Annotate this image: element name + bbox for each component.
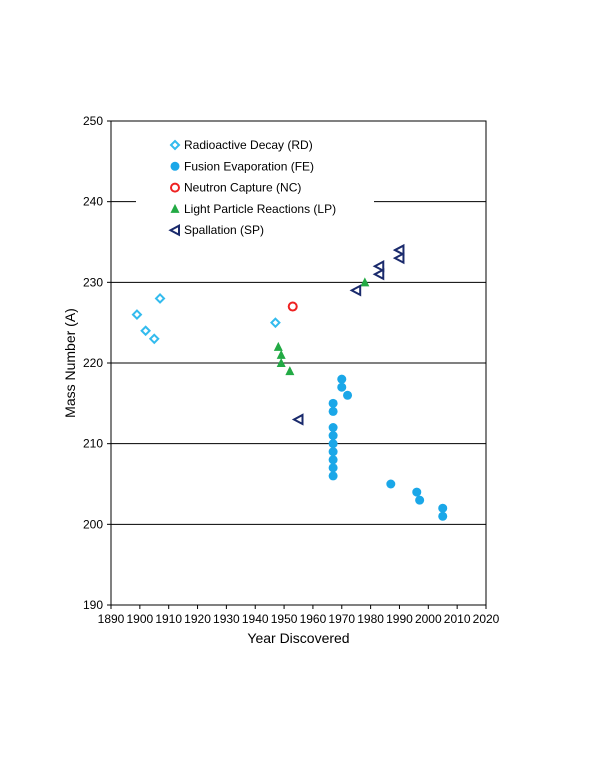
legend-label-3: Light Particle Reactions (LP) bbox=[184, 202, 336, 216]
y-tick-label-190: 190 bbox=[83, 598, 103, 612]
y-tick-label-210: 210 bbox=[83, 437, 103, 451]
x-tick-label-1950: 1950 bbox=[271, 612, 298, 626]
legend-label-4: Spallation (SP) bbox=[184, 223, 264, 237]
data-point-0-2 bbox=[148, 333, 160, 345]
data-point-3-3 bbox=[285, 366, 295, 376]
gridlines bbox=[111, 201, 486, 525]
data-point-3-1 bbox=[276, 349, 286, 359]
data-point-3-0 bbox=[273, 341, 283, 351]
data-point-1-4 bbox=[328, 439, 338, 449]
data-point-0-0 bbox=[131, 309, 143, 321]
y-axis-title: Mass Number (A) bbox=[62, 308, 78, 418]
data-point-4-4 bbox=[392, 251, 405, 265]
x-tick-label-2010: 2010 bbox=[444, 612, 471, 626]
x-tick-label-1920: 1920 bbox=[184, 612, 211, 626]
legend-marker-4 bbox=[168, 224, 180, 237]
legend-marker-0 bbox=[169, 139, 181, 151]
data-point-1-3 bbox=[328, 431, 338, 441]
y-tick-label-250: 250 bbox=[83, 114, 103, 128]
data-point-4-2 bbox=[372, 268, 385, 281]
data-point-1-10 bbox=[337, 382, 347, 392]
x-tick-label-1890: 1890 bbox=[98, 612, 125, 626]
y-tick-label-240: 240 bbox=[83, 195, 103, 209]
x-tick-label-1970: 1970 bbox=[328, 612, 355, 626]
x-tick-label-2000: 2000 bbox=[415, 612, 442, 626]
data-point-1-7 bbox=[328, 463, 338, 473]
data-point-0-1 bbox=[140, 325, 152, 337]
legend-marker-2 bbox=[170, 182, 180, 193]
x-tick-label-1940: 1940 bbox=[242, 612, 269, 626]
y-axis: 190 200 210 220 230 240 250 bbox=[83, 114, 111, 612]
data-point-1-9 bbox=[337, 374, 347, 384]
x-tick-label-1980: 1980 bbox=[357, 612, 384, 626]
data-point-1-2 bbox=[328, 423, 338, 433]
data-point-4-3 bbox=[372, 260, 385, 273]
data-point-1-11 bbox=[343, 390, 353, 400]
data-point-1-12 bbox=[386, 479, 396, 489]
data-point-4-5 bbox=[392, 243, 405, 257]
x-axis: 1890 1900 1910 1920 1930 1940 1950 1960 1970 1980… bbox=[98, 605, 500, 626]
data-point-1-8 bbox=[328, 471, 338, 481]
data-point-1-1 bbox=[328, 406, 338, 416]
x-tick-label-2020: 2020 bbox=[473, 612, 500, 626]
x-tick-label-1930: 1930 bbox=[213, 612, 240, 626]
data-point-1-14 bbox=[415, 495, 425, 505]
legend-marker-1 bbox=[170, 161, 180, 171]
legend-marker-3 bbox=[170, 203, 180, 213]
data-point-1-0 bbox=[328, 398, 338, 408]
legend-label-1: Fusion Evaporation (FE) bbox=[184, 159, 314, 173]
data-point-4-0 bbox=[291, 413, 304, 426]
legend-label-0: Radioactive Decay (RD) bbox=[184, 138, 313, 152]
data-point-2-0 bbox=[287, 301, 298, 312]
data-point-1-16 bbox=[438, 511, 448, 521]
data-point-1-13 bbox=[412, 487, 422, 497]
data-point-1-5 bbox=[328, 447, 338, 457]
x-axis-title: Year Discovered bbox=[247, 630, 349, 646]
data-point-3-4 bbox=[360, 277, 370, 287]
data-point-1-6 bbox=[328, 455, 338, 465]
data-point-0-4 bbox=[270, 317, 281, 329]
y-tick-label-200: 200 bbox=[83, 517, 103, 531]
legend: Radioactive Decay (RD) Fusion Evaporation… bbox=[168, 138, 336, 237]
x-tick-label-1910: 1910 bbox=[155, 612, 182, 626]
y-tick-label-220: 220 bbox=[83, 356, 103, 370]
data-point-3-2 bbox=[276, 358, 286, 367]
x-tick-label-1990: 1990 bbox=[386, 612, 413, 626]
legend-label-2: Neutron Capture (NC) bbox=[184, 181, 301, 195]
x-tick-label-1900: 1900 bbox=[126, 612, 153, 626]
data-point-4-1 bbox=[349, 284, 362, 297]
x-tick-label-1960: 1960 bbox=[300, 612, 327, 626]
data-point-1-15 bbox=[438, 503, 448, 513]
y-tick-label-230: 230 bbox=[83, 275, 103, 289]
data-points bbox=[131, 243, 448, 521]
data-point-0-3 bbox=[154, 293, 166, 304]
